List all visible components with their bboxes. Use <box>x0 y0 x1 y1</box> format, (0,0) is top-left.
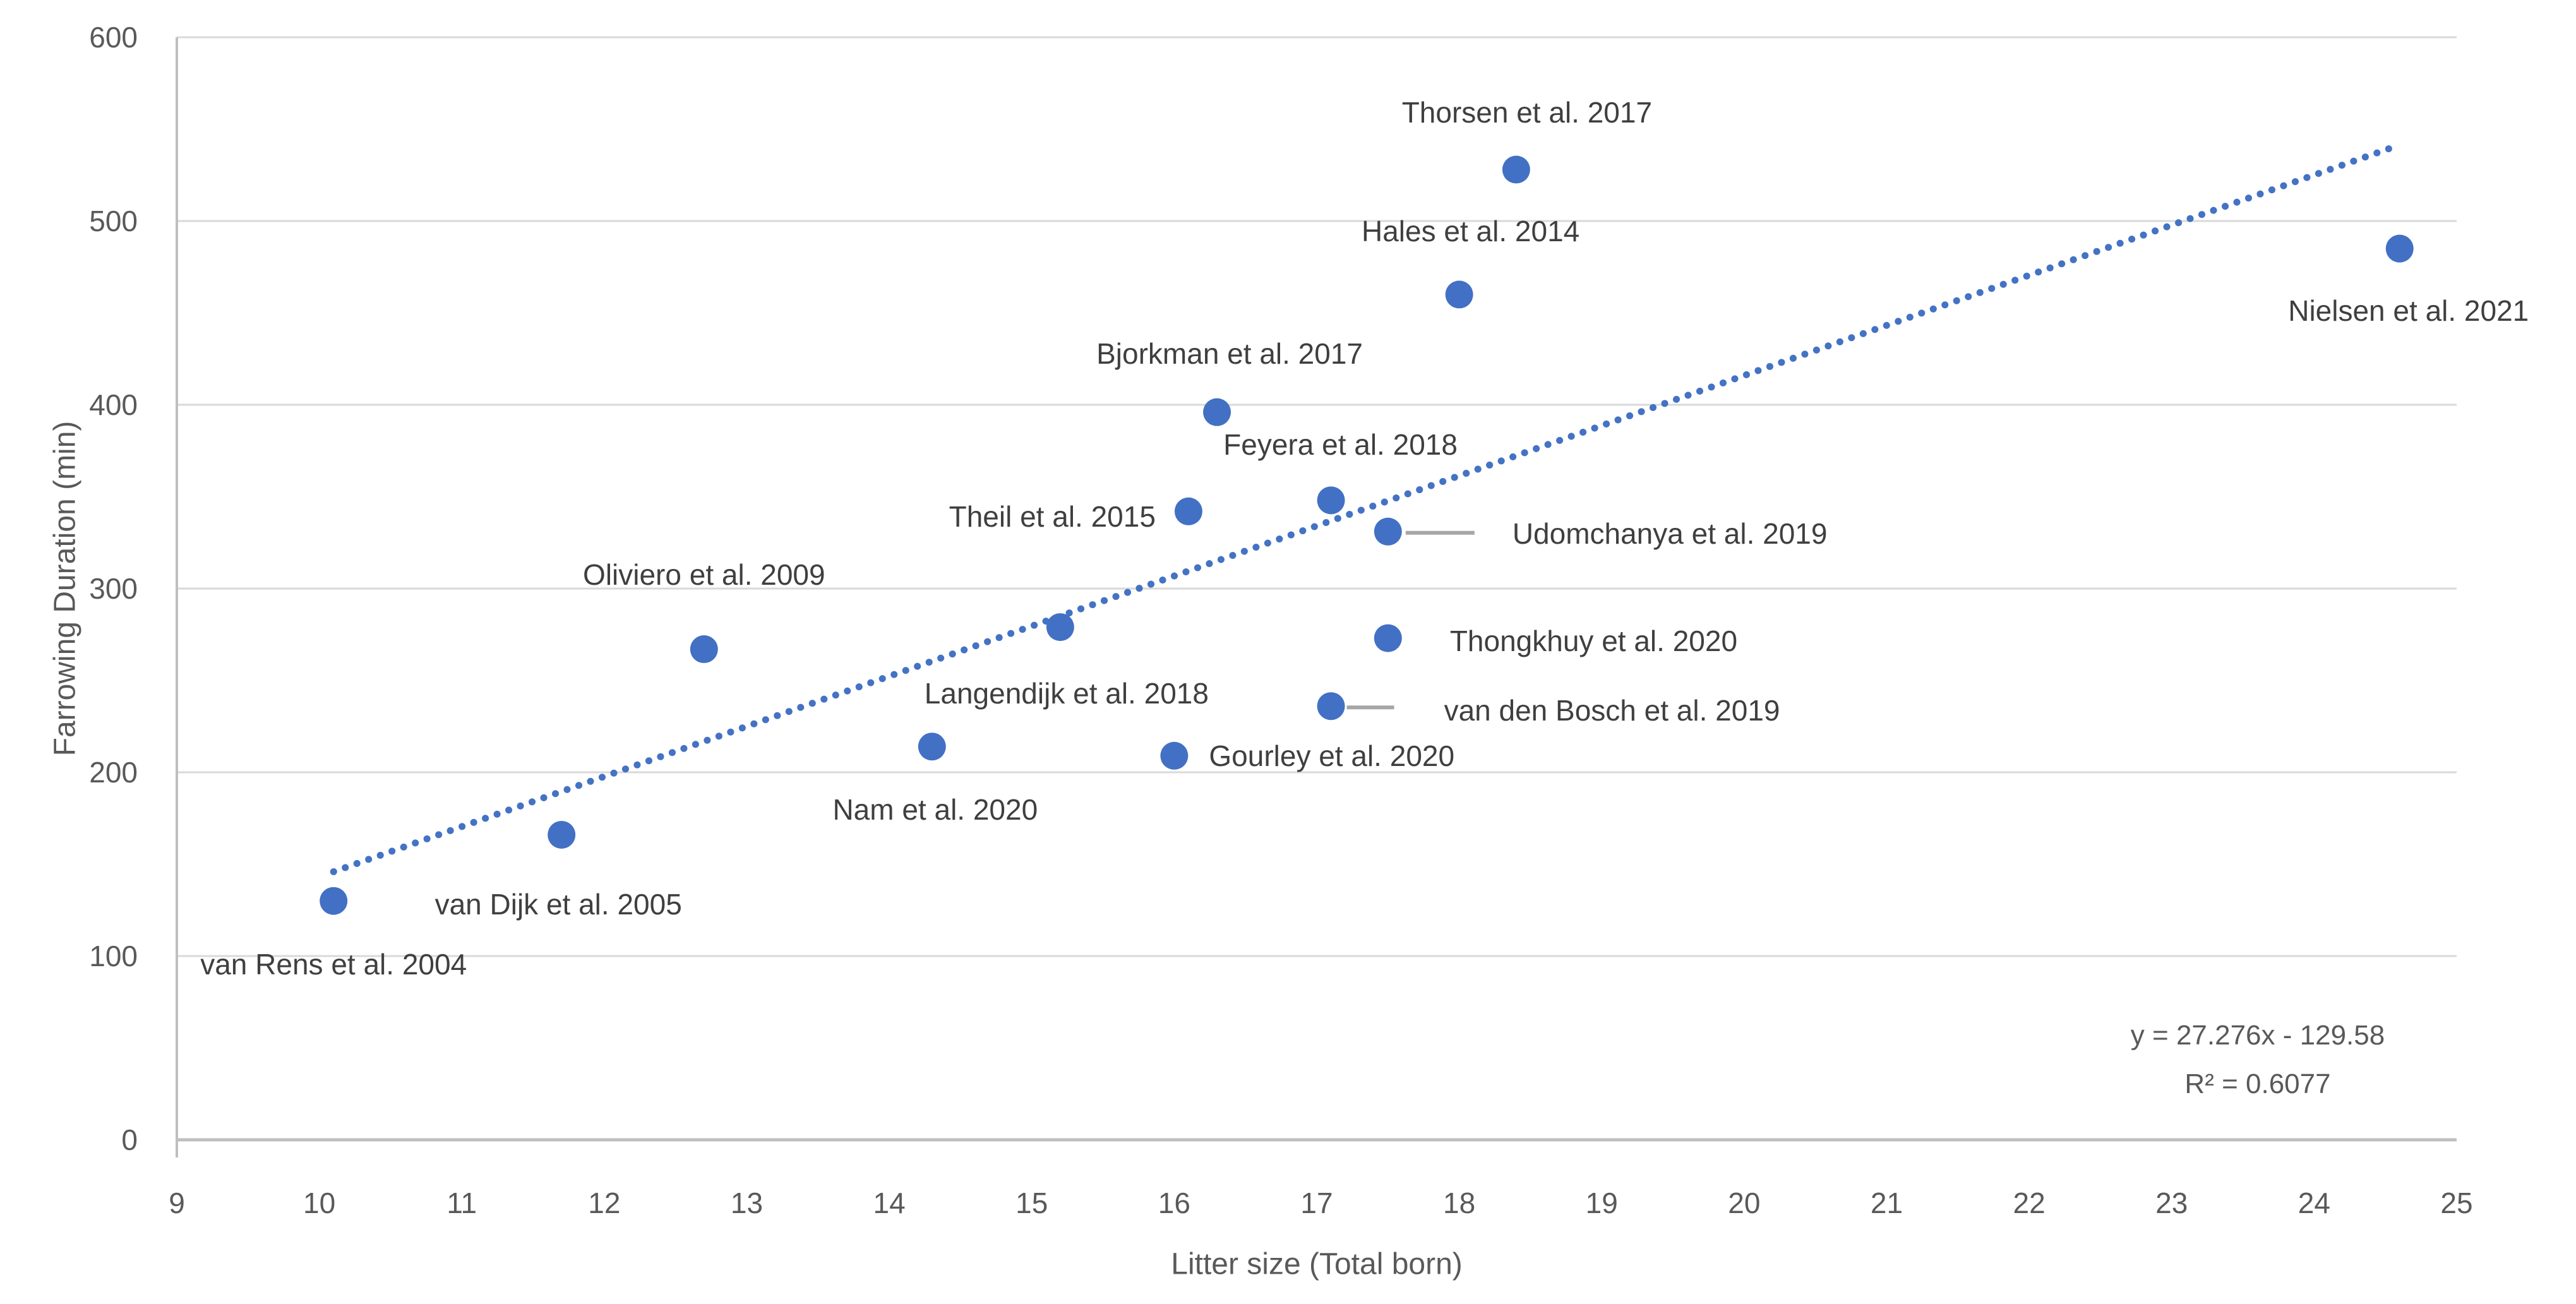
y-tick-label-300: 300 <box>89 572 138 605</box>
data-point-4 <box>1046 613 1074 642</box>
data-point-7 <box>1203 398 1231 426</box>
data-point-9 <box>1317 692 1345 721</box>
x-tick-label-21: 21 <box>1870 1187 1903 1219</box>
x-tick-label-11: 11 <box>446 1187 477 1219</box>
data-point-14 <box>2385 234 2414 263</box>
data-point-10 <box>1374 517 1402 546</box>
x-tick-label-23: 23 <box>2155 1187 2188 1219</box>
r-squared-line: R² = 0.6077 <box>2184 1068 2331 1099</box>
point-label-8: Feyera et al. 2018 <box>1223 428 1458 462</box>
y-tick-label-0: 0 <box>121 1123 138 1156</box>
data-point-0 <box>320 887 348 915</box>
x-tick-label-19: 19 <box>1585 1187 1618 1219</box>
x-tick-label-9: 9 <box>169 1187 185 1219</box>
point-label-0: van Rens et al. 2004 <box>200 947 467 981</box>
trendline-equation: y = 27.276x - 129.58 R² = 0.6077 <box>2131 1011 2385 1108</box>
data-point-2 <box>690 635 718 664</box>
data-point-13 <box>1502 155 1530 184</box>
x-axis-title: Litter size (Total born) <box>1171 1247 1463 1281</box>
point-label-5: Gourley et al. 2020 <box>1209 739 1455 772</box>
y-tick-label-100: 100 <box>89 940 138 972</box>
x-tick-label-14: 14 <box>873 1187 906 1219</box>
point-label-4: Langendijk et al. 2018 <box>924 677 1209 710</box>
y-tick-label-200: 200 <box>89 756 138 789</box>
point-label-11: Thongkhuy et al. 2020 <box>1449 624 1738 657</box>
x-tick-label-17: 17 <box>1300 1187 1333 1219</box>
x-tick-label-24: 24 <box>2297 1187 2330 1219</box>
x-tick-label-18: 18 <box>1443 1187 1476 1219</box>
point-label-9: van den Bosch et al. 2019 <box>1444 694 1780 727</box>
data-point-3 <box>918 733 946 761</box>
point-label-2: Oliviero et al. 2009 <box>583 558 825 592</box>
x-tick-label-20: 20 <box>1728 1187 1761 1219</box>
data-point-5 <box>1160 741 1189 770</box>
x-tick-label-15: 15 <box>1015 1187 1048 1219</box>
x-tick-label-22: 22 <box>2013 1187 2046 1219</box>
point-label-12: Hales et al. 2014 <box>1362 215 1580 248</box>
point-label-1: van Dijk et al. 2005 <box>434 887 682 921</box>
data-point-1 <box>548 820 576 849</box>
data-point-11 <box>1374 624 1402 652</box>
point-label-6: Theil et al. 2015 <box>949 499 1156 533</box>
point-label-13: Thorsen et al. 2017 <box>1401 95 1653 129</box>
x-tick-label-16: 16 <box>1158 1187 1190 1219</box>
x-tick-label-12: 12 <box>588 1187 621 1219</box>
data-point-6 <box>1174 497 1202 525</box>
equation-line: y = 27.276x - 129.58 <box>2130 1020 2385 1051</box>
x-tick-label-25: 25 <box>2440 1187 2473 1219</box>
point-label-10: Udomchanya et al. 2019 <box>1512 517 1828 550</box>
y-tick-label-600: 600 <box>89 21 138 54</box>
point-label-3: Nam et al. 2020 <box>832 793 1038 827</box>
data-point-8 <box>1317 486 1345 515</box>
data-point-12 <box>1445 280 1473 309</box>
x-tick-label-10: 10 <box>303 1187 336 1219</box>
point-label-7: Bjorkman et al. 2017 <box>1096 337 1363 370</box>
point-label-14: Nielsen et al. 2021 <box>2288 294 2529 327</box>
y-tick-label-500: 500 <box>89 205 138 237</box>
x-tick-label-13: 13 <box>730 1187 764 1219</box>
y-tick-label-400: 400 <box>89 388 138 421</box>
